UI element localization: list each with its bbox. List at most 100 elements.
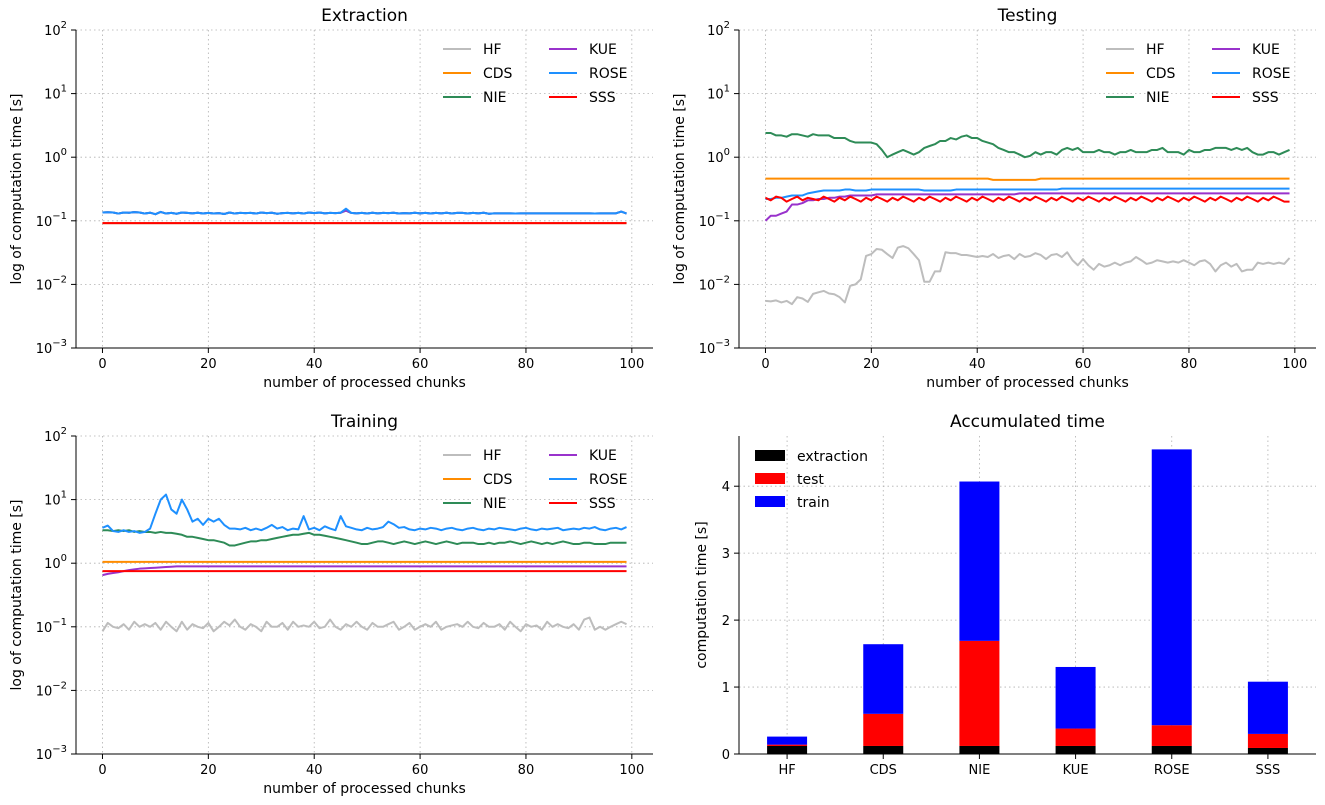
y-tick-label: 102 (44, 20, 67, 39)
x-tick-label: 60 (412, 763, 429, 778)
y-tick-label: 10−1 (36, 617, 67, 636)
y-tick-exponent: 2 (724, 20, 730, 31)
x-tick-label: 60 (412, 357, 429, 372)
y-tick-base: 10 (44, 24, 61, 39)
legend-label-nie: NIE (483, 90, 506, 106)
x-tick-label: 80 (518, 763, 535, 778)
x-tick-label: 40 (969, 357, 986, 372)
bar-train-kue (1055, 666, 1096, 729)
bar-train-sss (1247, 681, 1288, 734)
y-tick-base: 10 (36, 684, 53, 699)
y-tick-exponent: 2 (61, 426, 67, 437)
x-tick-label: 0 (98, 357, 106, 372)
x-tick-label: SSS (1256, 763, 1281, 778)
legend-label-nie: NIE (1146, 90, 1169, 106)
x-tick-label: HF (778, 763, 795, 778)
y-tick-label: 102 (44, 426, 67, 445)
series-line-kue (764, 192, 1290, 222)
y-tick-base: 10 (36, 215, 53, 230)
x-axis-label: number of processed chunks (263, 375, 466, 391)
legend: HF CDS NIE KUE ROSE SSS (1106, 42, 1290, 106)
x-tick-label: 40 (306, 357, 323, 372)
bar-test-cds (863, 713, 904, 746)
y-tick-exponent: −3 (52, 338, 67, 349)
bar-extraction-rose (1151, 745, 1192, 754)
y-tick-base: 10 (36, 278, 53, 293)
bar-test-nie (959, 640, 1000, 746)
y-tick-label: 10−1 (36, 211, 67, 230)
legend-label-test: test (797, 472, 824, 488)
bar-train-cds (863, 644, 904, 714)
bar-test-sss (1247, 733, 1288, 748)
y-tick-label: 101 (707, 84, 730, 103)
legend-label-rose: ROSE (589, 472, 627, 488)
y-tick-base: 10 (44, 88, 61, 103)
y-tick-label: 2 (722, 614, 730, 629)
legend-label-hf: HF (1146, 42, 1165, 58)
x-tick-label: 20 (200, 763, 217, 778)
series-line-nie (765, 132, 1290, 159)
series-line-cds (765, 177, 1290, 181)
x-tick-label: 20 (863, 357, 880, 372)
x-tick-label: KUE (1063, 763, 1089, 778)
legend-label-cds: CDS (1146, 66, 1176, 82)
y-tick-base: 10 (44, 151, 61, 166)
bar-train-nie (959, 481, 1000, 641)
x-tick-label: ROSE (1154, 763, 1190, 778)
y-axis-label: computation time [s] (694, 521, 710, 668)
y-axis-label: log of computation time [s] (672, 93, 688, 284)
y-tick-exponent: 2 (61, 20, 67, 31)
y-tick-exponent: −3 (52, 744, 67, 755)
y-tick-exponent: 1 (61, 490, 67, 501)
x-tick-label: 80 (1181, 357, 1198, 372)
legend: extraction test train (755, 449, 868, 511)
y-tick-base: 10 (707, 24, 724, 39)
y-tick-base: 10 (44, 557, 61, 572)
series-line-rose (765, 187, 1290, 201)
x-tick-label: NIE (969, 763, 991, 778)
y-tick-label: 102 (707, 20, 730, 39)
legend-label-kue: KUE (1252, 42, 1280, 58)
y-tick-base: 10 (699, 278, 716, 293)
bar-extraction-sss (1247, 747, 1288, 754)
y-tick-base: 10 (44, 430, 61, 445)
series-line-hf (765, 245, 1291, 306)
y-tick-label: 101 (44, 84, 67, 103)
series-line-rose (102, 493, 627, 534)
x-tick-label: 0 (761, 357, 769, 372)
y-tick-base: 10 (707, 151, 724, 166)
bar-test-rose (1151, 725, 1192, 746)
y-tick-exponent: 0 (61, 553, 67, 564)
x-tick-label: 100 (1282, 357, 1307, 372)
y-tick-base: 10 (707, 88, 724, 103)
y-tick-label: 10−1 (699, 211, 730, 230)
series-line-hf (101, 616, 627, 633)
y-tick-label: 10−2 (36, 274, 67, 293)
y-tick-exponent: −2 (52, 274, 67, 285)
bar-test-hf (767, 744, 808, 746)
y-axis-label: log of computation time [s] (9, 93, 25, 284)
y-tick-label: 10−2 (36, 680, 67, 699)
x-tick-label: 100 (619, 357, 644, 372)
legend-label-train: train (797, 495, 830, 511)
y-tick-base: 10 (44, 494, 61, 509)
y-tick-label: 100 (44, 147, 67, 166)
y-tick-label: 4 (722, 480, 730, 495)
y-tick-label: 100 (44, 553, 67, 572)
legend-swatch-extraction (755, 450, 785, 461)
y-tick-exponent: −2 (715, 274, 730, 285)
x-tick-label: 100 (619, 763, 644, 778)
bar-extraction-hf (767, 745, 808, 754)
bar-extraction-kue (1055, 745, 1096, 754)
x-tick-label: CDS (870, 763, 897, 778)
y-tick-exponent: 1 (724, 84, 730, 95)
x-tick-label: 80 (518, 357, 535, 372)
chart-title: Accumulated time (950, 412, 1105, 432)
bar-test-kue (1055, 728, 1096, 746)
chart-title: Testing (997, 6, 1058, 26)
bar-train-rose (1151, 449, 1192, 726)
